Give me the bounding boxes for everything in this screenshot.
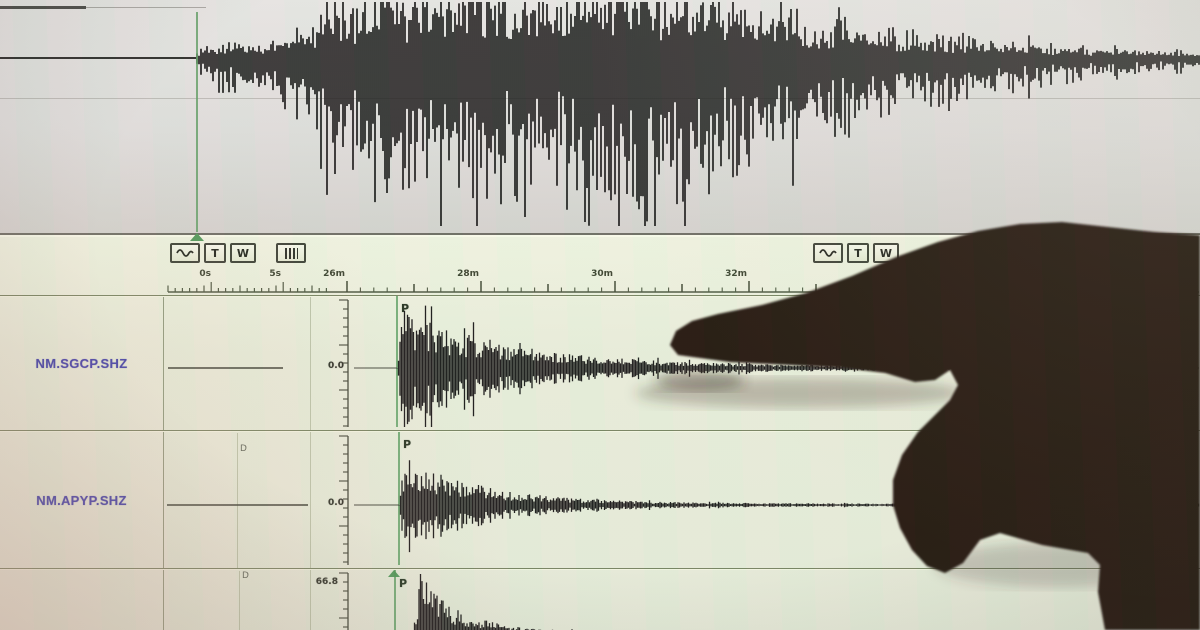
p-pick-label-row3: P (399, 577, 408, 590)
toolbar-right: T W (813, 243, 899, 263)
row-separator-hl (0, 431, 1200, 432)
toolbar-button-w-right[interactable]: W (873, 243, 899, 263)
duration-marker-row3: D (242, 571, 249, 581)
amplitude-scale-row1: 0.0 (328, 361, 344, 371)
ruler-label-0s: 0s (199, 269, 211, 279)
toolbar-button-w[interactable]: W (230, 243, 256, 263)
row-separator (0, 430, 1200, 431)
amplitude-scale-row3: 66.8 (315, 577, 338, 587)
ruler-label-5s: 5s (269, 269, 281, 279)
wave-view-button[interactable] (170, 243, 200, 263)
row3-duration-divider (239, 571, 240, 630)
paper-edge-mark (0, 6, 86, 9)
toolbar-button-t-right[interactable]: T (847, 243, 869, 263)
p-pick-label-row2: P (403, 438, 412, 451)
row-separator (0, 295, 1200, 296)
ruler-label-28m: 28m (457, 269, 479, 279)
preview-column-separator (310, 296, 311, 630)
paper-guide-line (0, 98, 1200, 99)
toolbar-button-t[interactable]: T (204, 243, 226, 263)
amplitude-scale-row2: 0.0 (328, 498, 344, 508)
spectrogram-view-button[interactable] (276, 243, 306, 263)
sine-wave-icon (819, 249, 837, 257)
station-code-2: NM.APYP.SHZ (36, 492, 127, 508)
label-column-separator (163, 296, 164, 630)
ruler-label-32m: 32m (725, 269, 747, 279)
row-separator-hl (0, 296, 1200, 297)
row-separator (0, 568, 1200, 569)
panel-top-highlight (0, 235, 1200, 237)
wave-view-button-right[interactable] (813, 243, 843, 263)
station-code-1: NM.SGCP.SHZ (35, 355, 128, 371)
top-seismogram-panel (0, 0, 1200, 233)
duration-marker-row2: D (240, 444, 247, 454)
spectrogram-icon (284, 247, 298, 259)
row2-duration-divider (237, 433, 238, 568)
toolbar-left: T W (170, 243, 306, 263)
p-pick-label-row1: P (401, 302, 410, 315)
paper-edge-mark-faint (86, 7, 206, 8)
sine-wave-icon (176, 249, 194, 257)
row-separator-hl (0, 569, 1200, 570)
ruler-label-30m: 30m (591, 269, 613, 279)
hand-silhouette (670, 222, 1200, 630)
ruler-label-26m: 26m (323, 269, 345, 279)
panel-top-border (0, 233, 1200, 235)
